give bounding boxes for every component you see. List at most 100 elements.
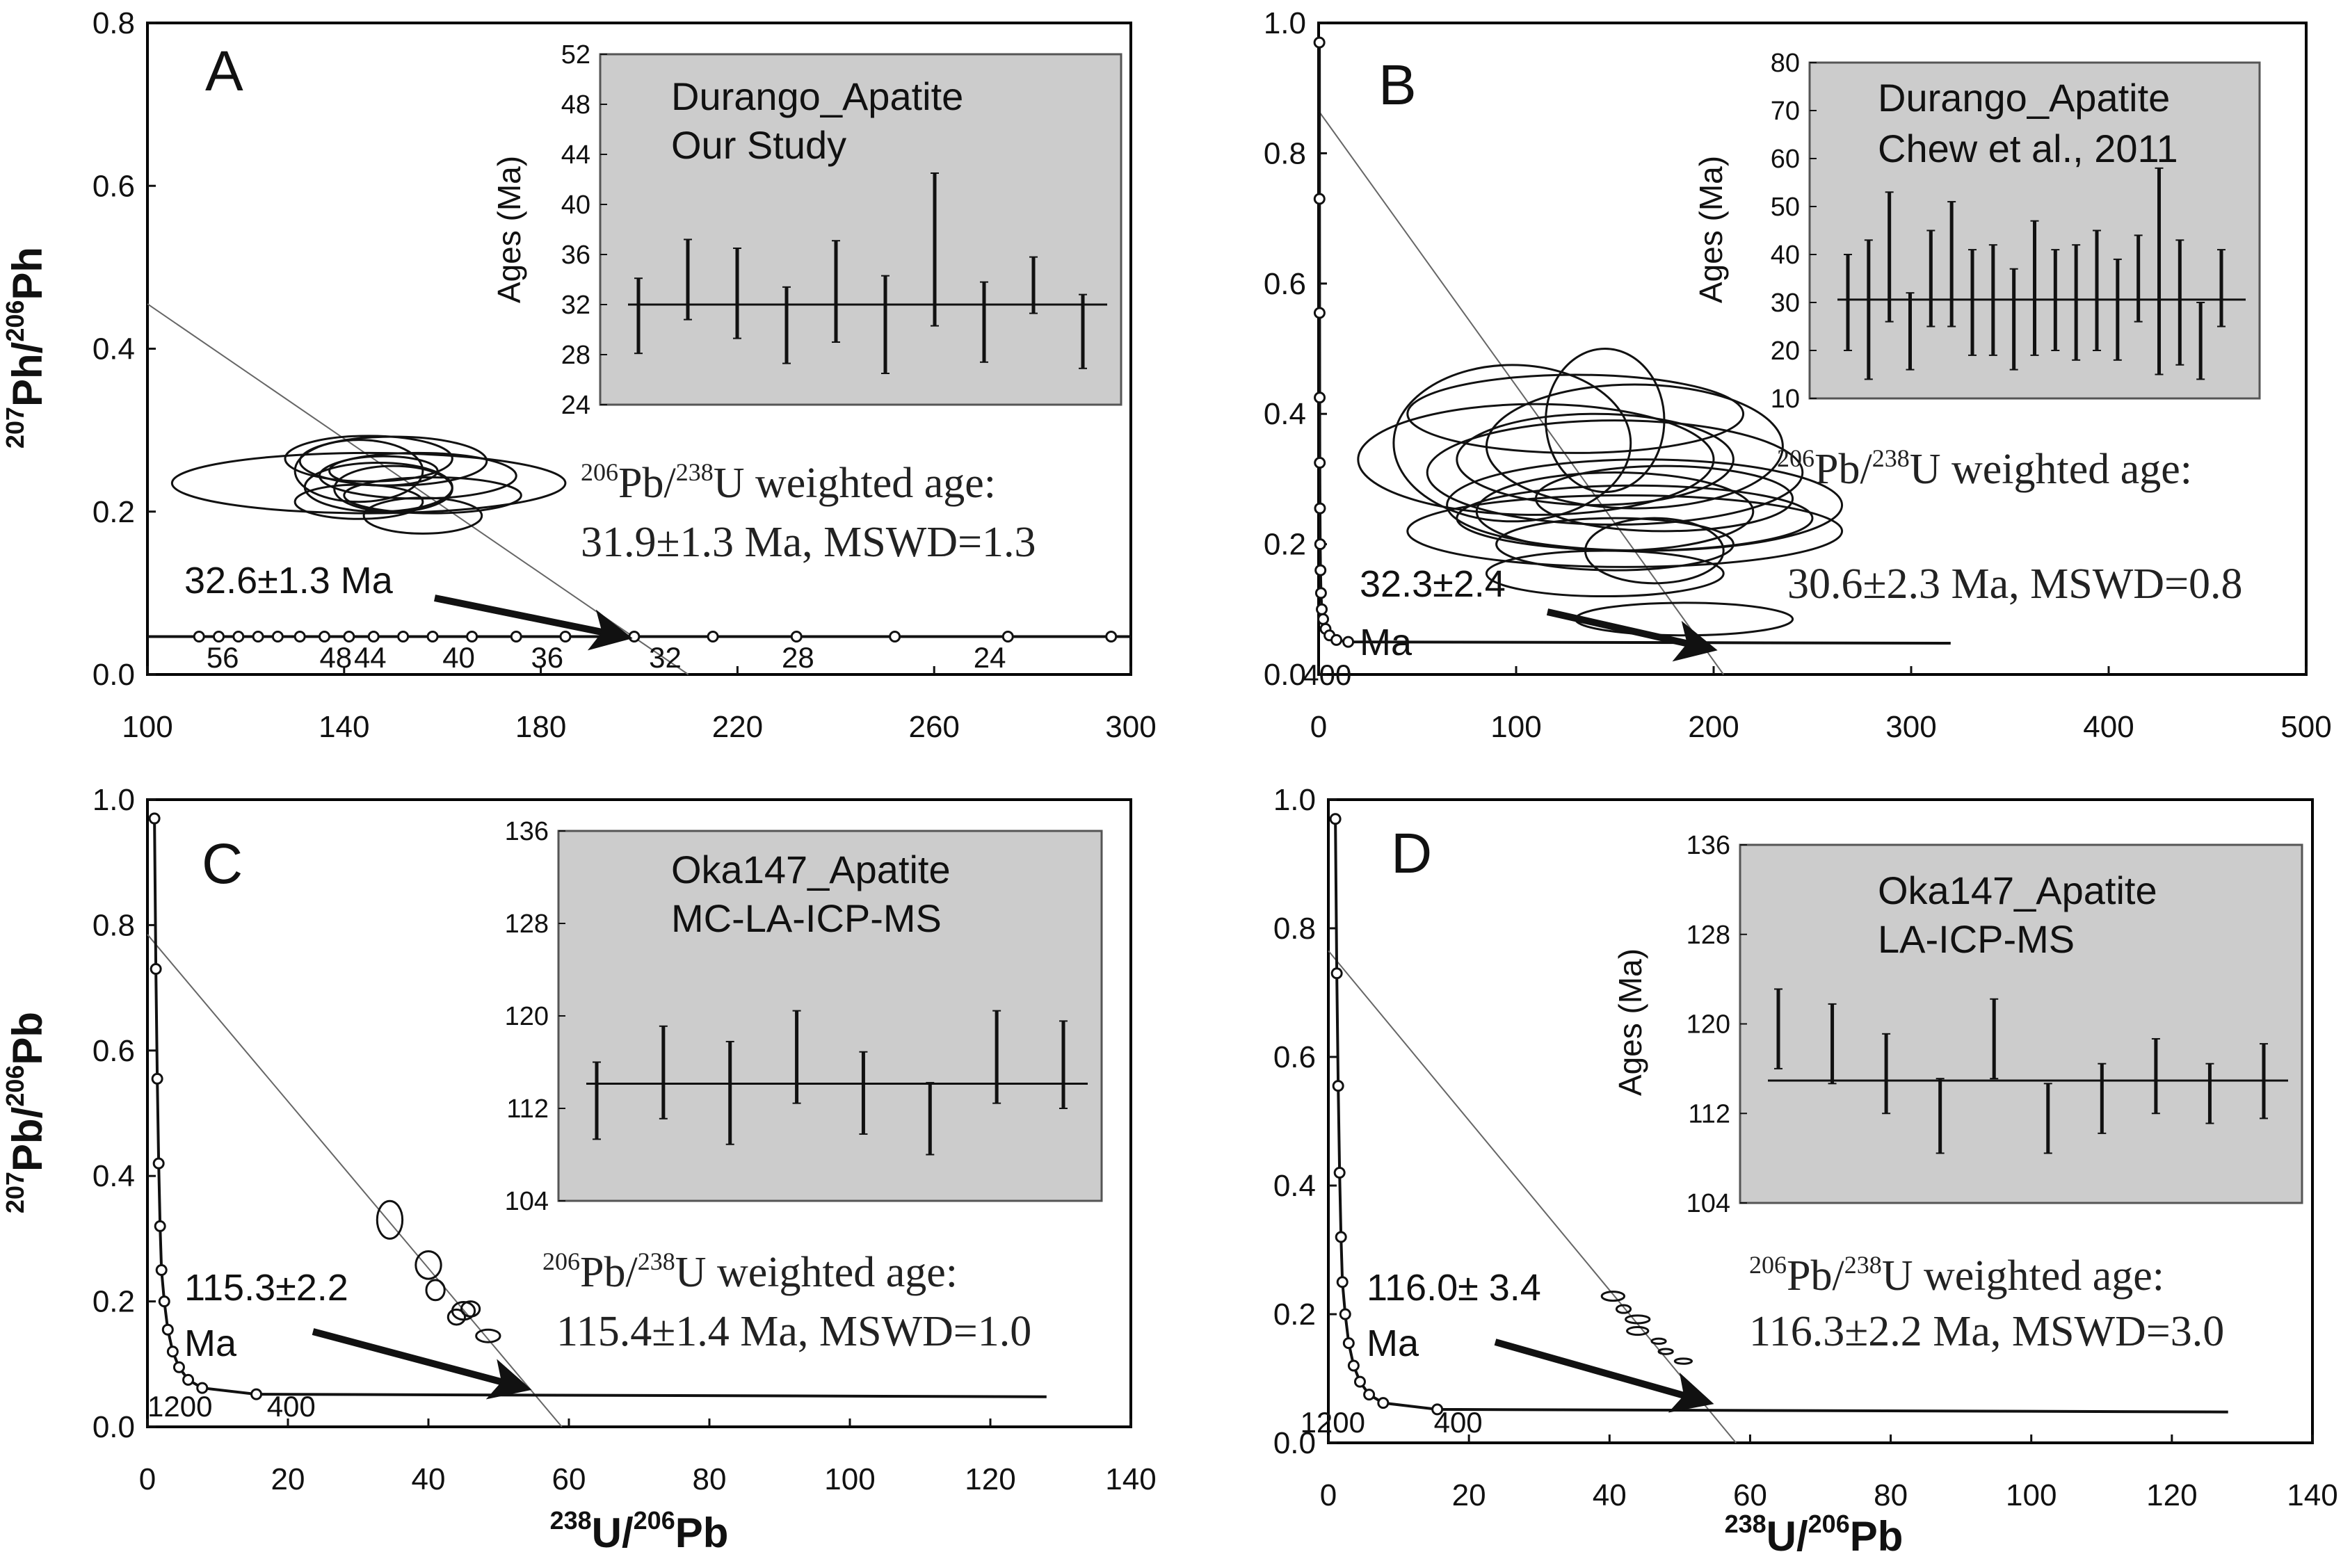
concordia-age-marker bbox=[1332, 1080, 1344, 1092]
inset-y-tick-label: 112 bbox=[1688, 1099, 1730, 1129]
concordia-age-marker bbox=[154, 1220, 166, 1232]
inset-source-label: LA-ICP-MS bbox=[1878, 917, 2075, 961]
intercept-age-label: 32.3±2.4 bbox=[1360, 563, 1506, 605]
error-ellipse bbox=[328, 455, 439, 487]
concordia-age-label: 40 bbox=[442, 641, 475, 674]
error-ellipse bbox=[1534, 464, 1794, 533]
discordia-line bbox=[1328, 950, 1737, 1444]
error-ellipse bbox=[1600, 1291, 1626, 1302]
concordia-age-marker bbox=[1335, 1231, 1347, 1243]
concordia-age-marker bbox=[1314, 456, 1326, 469]
inset-y-tick-label: 50 bbox=[1771, 193, 1800, 222]
x-tick-label: 100 bbox=[824, 1462, 875, 1496]
x-tick-label: 60 bbox=[1733, 1478, 1767, 1512]
y-tick-label: 0.8 bbox=[92, 908, 135, 942]
x-tick-label: 60 bbox=[552, 1462, 586, 1496]
intercept-arrow bbox=[312, 1328, 532, 1400]
x-axis-label-part: 238 bbox=[1725, 1510, 1766, 1538]
error-ellipse bbox=[1495, 517, 1735, 572]
concordia-age-label: 56 bbox=[207, 641, 239, 674]
error-ellipse bbox=[362, 496, 483, 535]
concordia-age-marker bbox=[250, 1388, 263, 1400]
x-tick-label: 100 bbox=[122, 710, 172, 744]
error-ellipse bbox=[293, 439, 424, 503]
concordia-age-marker bbox=[155, 1264, 168, 1276]
intercept-age-label: 32.6±1.3 Ma bbox=[184, 560, 394, 601]
y-tick-label: 0.2 bbox=[1264, 528, 1306, 562]
concordia-age-marker bbox=[232, 631, 245, 643]
inset-y-tick-label: 36 bbox=[561, 241, 590, 270]
error-ellipse bbox=[284, 435, 453, 483]
concordia-age-marker bbox=[1313, 193, 1326, 205]
inset-box bbox=[557, 830, 1103, 1202]
y-axis-label-part: Pb/ bbox=[4, 1106, 51, 1172]
intercept-age-label: 115.3±2.2 bbox=[184, 1267, 348, 1309]
x-tick-label: 40 bbox=[412, 1462, 446, 1496]
y-axis-label-part: Ph/ bbox=[4, 341, 51, 407]
inset-y-tick-label: 112 bbox=[506, 1094, 549, 1124]
y-tick-label: 0.8 bbox=[1273, 912, 1316, 946]
weighted-age-sup-238: 238 bbox=[1872, 444, 1910, 472]
inset-y-tick-label: 104 bbox=[1687, 1189, 1730, 1218]
x-tick-label: 300 bbox=[1885, 710, 1936, 744]
x-axis-label-part: 206 bbox=[634, 1506, 675, 1535]
y-tick-label: 0.2 bbox=[1273, 1298, 1316, 1332]
error-ellipse bbox=[1626, 1326, 1650, 1336]
error-ellipse bbox=[170, 451, 567, 515]
x-axis-label-part: U/ bbox=[1766, 1513, 1808, 1560]
x-tick-label: 120 bbox=[965, 1462, 1015, 1496]
x-tick-label: 80 bbox=[693, 1462, 727, 1496]
inset-sample-name: Oka147_Apatite bbox=[671, 848, 951, 891]
discordia-line bbox=[147, 934, 563, 1428]
intercept-arrow bbox=[434, 595, 633, 651]
error-ellipse bbox=[1357, 403, 1715, 516]
y-tick-label: 0.4 bbox=[92, 1159, 135, 1193]
x-axis-label: 238U/206Pb bbox=[550, 1506, 729, 1556]
concordia-age-label: 32 bbox=[649, 641, 682, 674]
panel-letter: C bbox=[202, 832, 243, 896]
y-tick-label: 1.0 bbox=[1264, 6, 1306, 40]
weighted-age-heading: 206Pb/238U weighted age: bbox=[542, 1247, 958, 1296]
concordia-age-label: 400 bbox=[1434, 1406, 1483, 1439]
x-axis-label-part: 206 bbox=[1808, 1510, 1850, 1538]
inset-y-tick-label: 120 bbox=[1687, 1010, 1730, 1040]
concordia-age-marker bbox=[213, 631, 225, 643]
concordia-age-marker bbox=[1001, 631, 1014, 643]
concordia-age-marker bbox=[151, 1072, 163, 1085]
error-ellipse bbox=[1625, 1314, 1651, 1325]
concordia-age-marker bbox=[628, 631, 641, 643]
intercept-age-label: 116.0± 3.4 bbox=[1367, 1267, 1541, 1309]
x-tick-label: 100 bbox=[2006, 1478, 2057, 1512]
error-ellipse bbox=[475, 1328, 501, 1343]
inset-box bbox=[599, 53, 1122, 406]
concordia-age-marker bbox=[1330, 967, 1343, 980]
intercept-age-unit: Ma bbox=[1367, 1323, 1419, 1364]
concordia-age-marker bbox=[426, 631, 439, 643]
y-tick-label: 0.4 bbox=[92, 332, 135, 366]
concordia-age-marker bbox=[1347, 1359, 1360, 1372]
inset-y-tick-label: 104 bbox=[505, 1187, 549, 1216]
x-tick-label: 0 bbox=[139, 1462, 156, 1496]
inset-y-tick-label: 120 bbox=[505, 1002, 549, 1031]
concordia-age-marker bbox=[196, 1382, 209, 1394]
x-tick-label: 260 bbox=[908, 710, 959, 744]
plot-frame bbox=[1327, 798, 2314, 1444]
y-tick-label: 0.0 bbox=[1264, 658, 1306, 692]
y-tick-label: 0.2 bbox=[92, 1285, 135, 1319]
x-axis-label-part: U/ bbox=[592, 1510, 634, 1556]
weighted-age-sup-206: 206 bbox=[1749, 1251, 1787, 1279]
y-axis-label-part: 206 bbox=[1, 300, 29, 342]
concordia-age-marker bbox=[1342, 636, 1355, 648]
weighted-age-sup-238: 238 bbox=[638, 1247, 675, 1275]
x-tick-label: 500 bbox=[2280, 710, 2331, 744]
weighted-age-pb: Pb/ bbox=[1787, 1252, 1844, 1300]
inset-sample-name: Oka147_Apatite bbox=[1878, 868, 2157, 912]
weighted-age-value: 115.4±1.4 Ma, MSWD=1.0 bbox=[556, 1308, 1031, 1355]
concordia-age-marker bbox=[193, 631, 205, 643]
concordia-age-label: 1200 bbox=[1301, 1406, 1365, 1439]
concordia-age-marker bbox=[1329, 813, 1342, 825]
error-ellipse bbox=[1673, 1357, 1693, 1365]
concordia-age-marker bbox=[1316, 603, 1328, 615]
concordia-age-marker bbox=[1314, 502, 1326, 515]
x-axis-label-part: Pb bbox=[1850, 1513, 1904, 1560]
